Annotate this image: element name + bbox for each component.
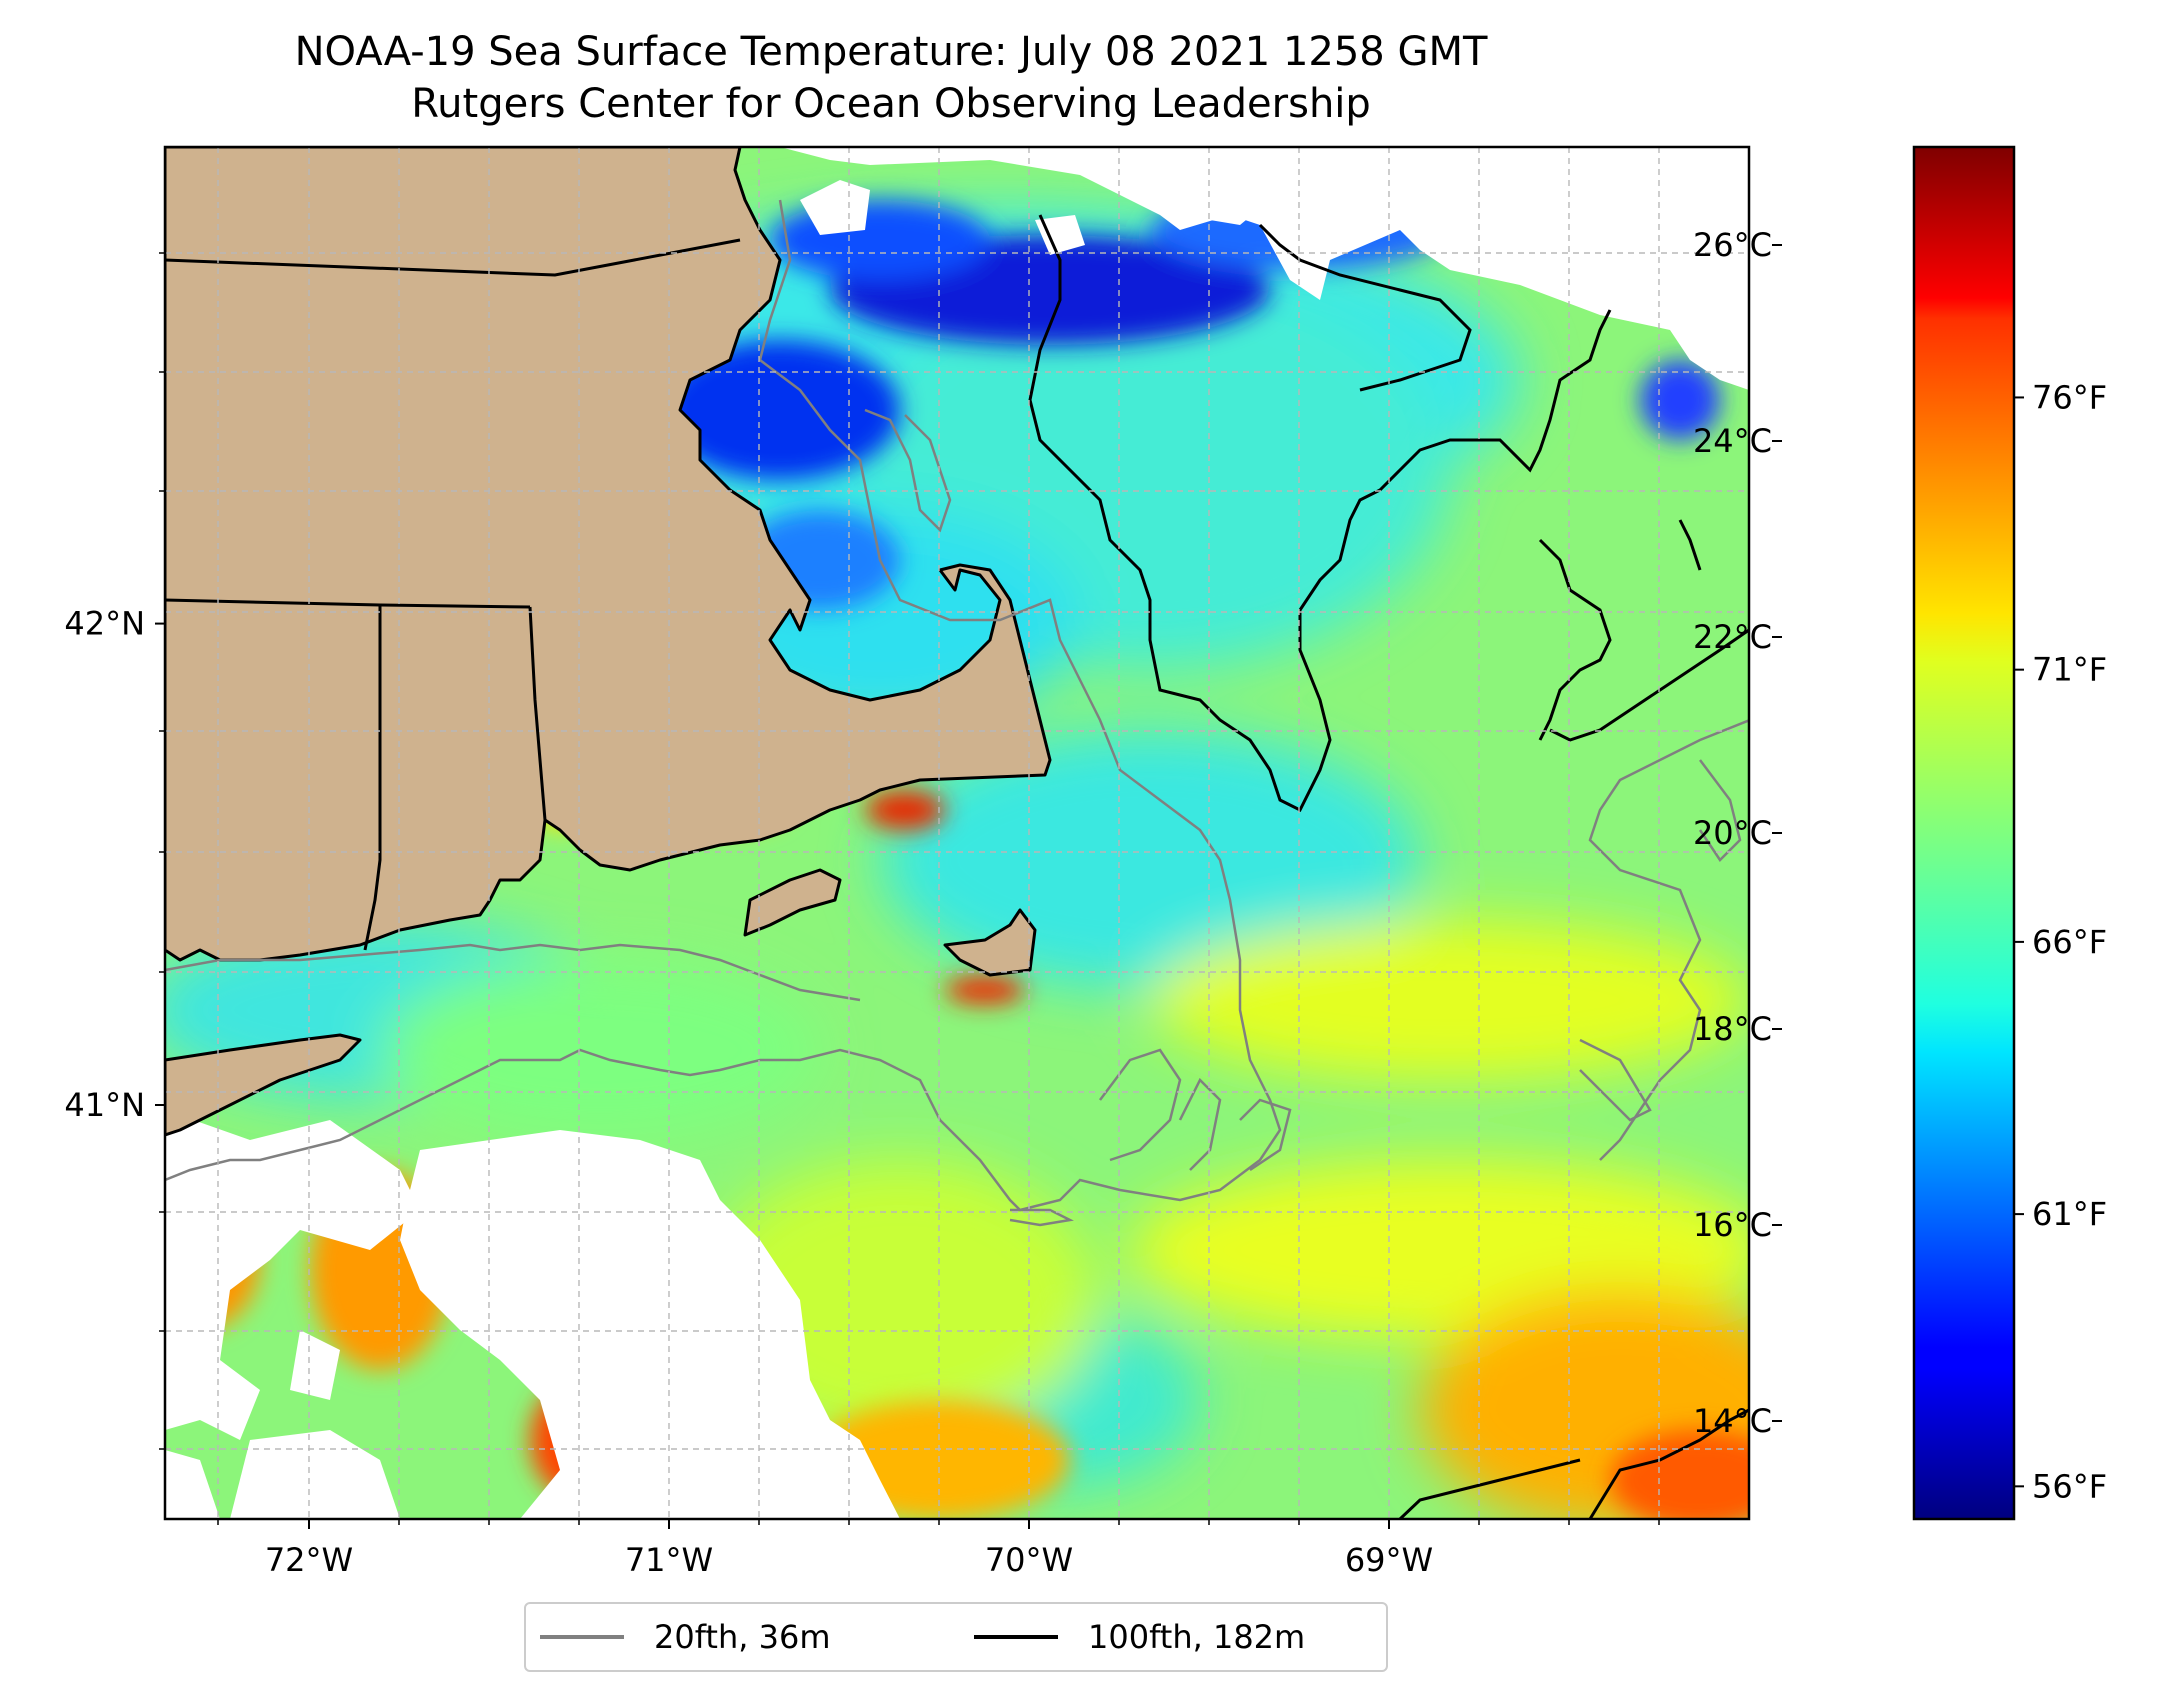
lat-axis: 42°N 41°N	[64, 605, 165, 1124]
isobath-100fth	[1028, 214, 1749, 1519]
lon-tick-label: 72°W	[265, 1541, 353, 1579]
fahrenheit-tick-label: 76°F	[2032, 378, 2107, 416]
lon-tick-label: 70°W	[985, 1541, 1073, 1579]
celsius-tick-label: 20°C	[1693, 814, 1772, 852]
legend-item-20fth: 20fth, 36m	[540, 1604, 830, 1670]
lat-tick-label: 42°N	[64, 605, 145, 643]
chart-title-line2: Rutgers Center for Ocean Observing Leade…	[411, 81, 1371, 127]
colorbar	[1914, 147, 2014, 1519]
map-frame	[163, 145, 1751, 1521]
gridlines	[165, 147, 1749, 1519]
lon-tick-label: 71°W	[625, 1541, 713, 1579]
celsius-tick-label: 26°C	[1693, 226, 1772, 264]
legend-item-100fth: 100fth, 182m	[974, 1604, 1305, 1670]
colorbar-fahrenheit-axis: 56°F 61°F 66°F 71°F 76°F	[2014, 378, 2107, 1505]
celsius-tick-label: 14°C	[1693, 1402, 1772, 1440]
lon-tick-label: 69°W	[1345, 1541, 1433, 1579]
fahrenheit-tick-label: 56°F	[2032, 1467, 2107, 1505]
fahrenheit-tick-label: 61°F	[2032, 1195, 2107, 1233]
celsius-tick-label: 18°C	[1693, 1010, 1772, 1048]
celsius-tick-label: 16°C	[1693, 1206, 1772, 1244]
celsius-tick-label: 24°C	[1693, 422, 1772, 460]
lat-tick-label: 41°N	[64, 1086, 145, 1124]
legend-swatch-gray	[540, 1635, 624, 1639]
chart-title-line1: NOAA-19 Sea Surface Temperature: July 08…	[294, 29, 1488, 75]
colorbar-celsius-axis: 14°C 16°C 18°C 20°C 22°C 24°C 26°C	[1693, 226, 1782, 1440]
fahrenheit-tick-label: 71°F	[2032, 651, 2107, 689]
legend: 20fth, 36m 100fth, 182m	[524, 1602, 1388, 1672]
legend-label: 20fth, 36m	[654, 1618, 831, 1656]
celsius-tick-label: 22°C	[1693, 618, 1772, 656]
colorbar-frame	[1912, 145, 2016, 1521]
land	[165, 147, 1052, 1137]
legend-swatch-black	[974, 1635, 1058, 1639]
state-boundaries	[165, 238, 741, 951]
fahrenheit-tick-label: 66°F	[2032, 923, 2107, 961]
cloud-mask	[165, 147, 1749, 1519]
isobath-20fth	[165, 199, 1749, 1227]
legend-label: 100fth, 182m	[1088, 1618, 1306, 1656]
lon-axis: 72°W 71°W 70°W 69°W	[265, 1519, 1433, 1579]
map-area[interactable]	[140, 147, 1820, 1530]
